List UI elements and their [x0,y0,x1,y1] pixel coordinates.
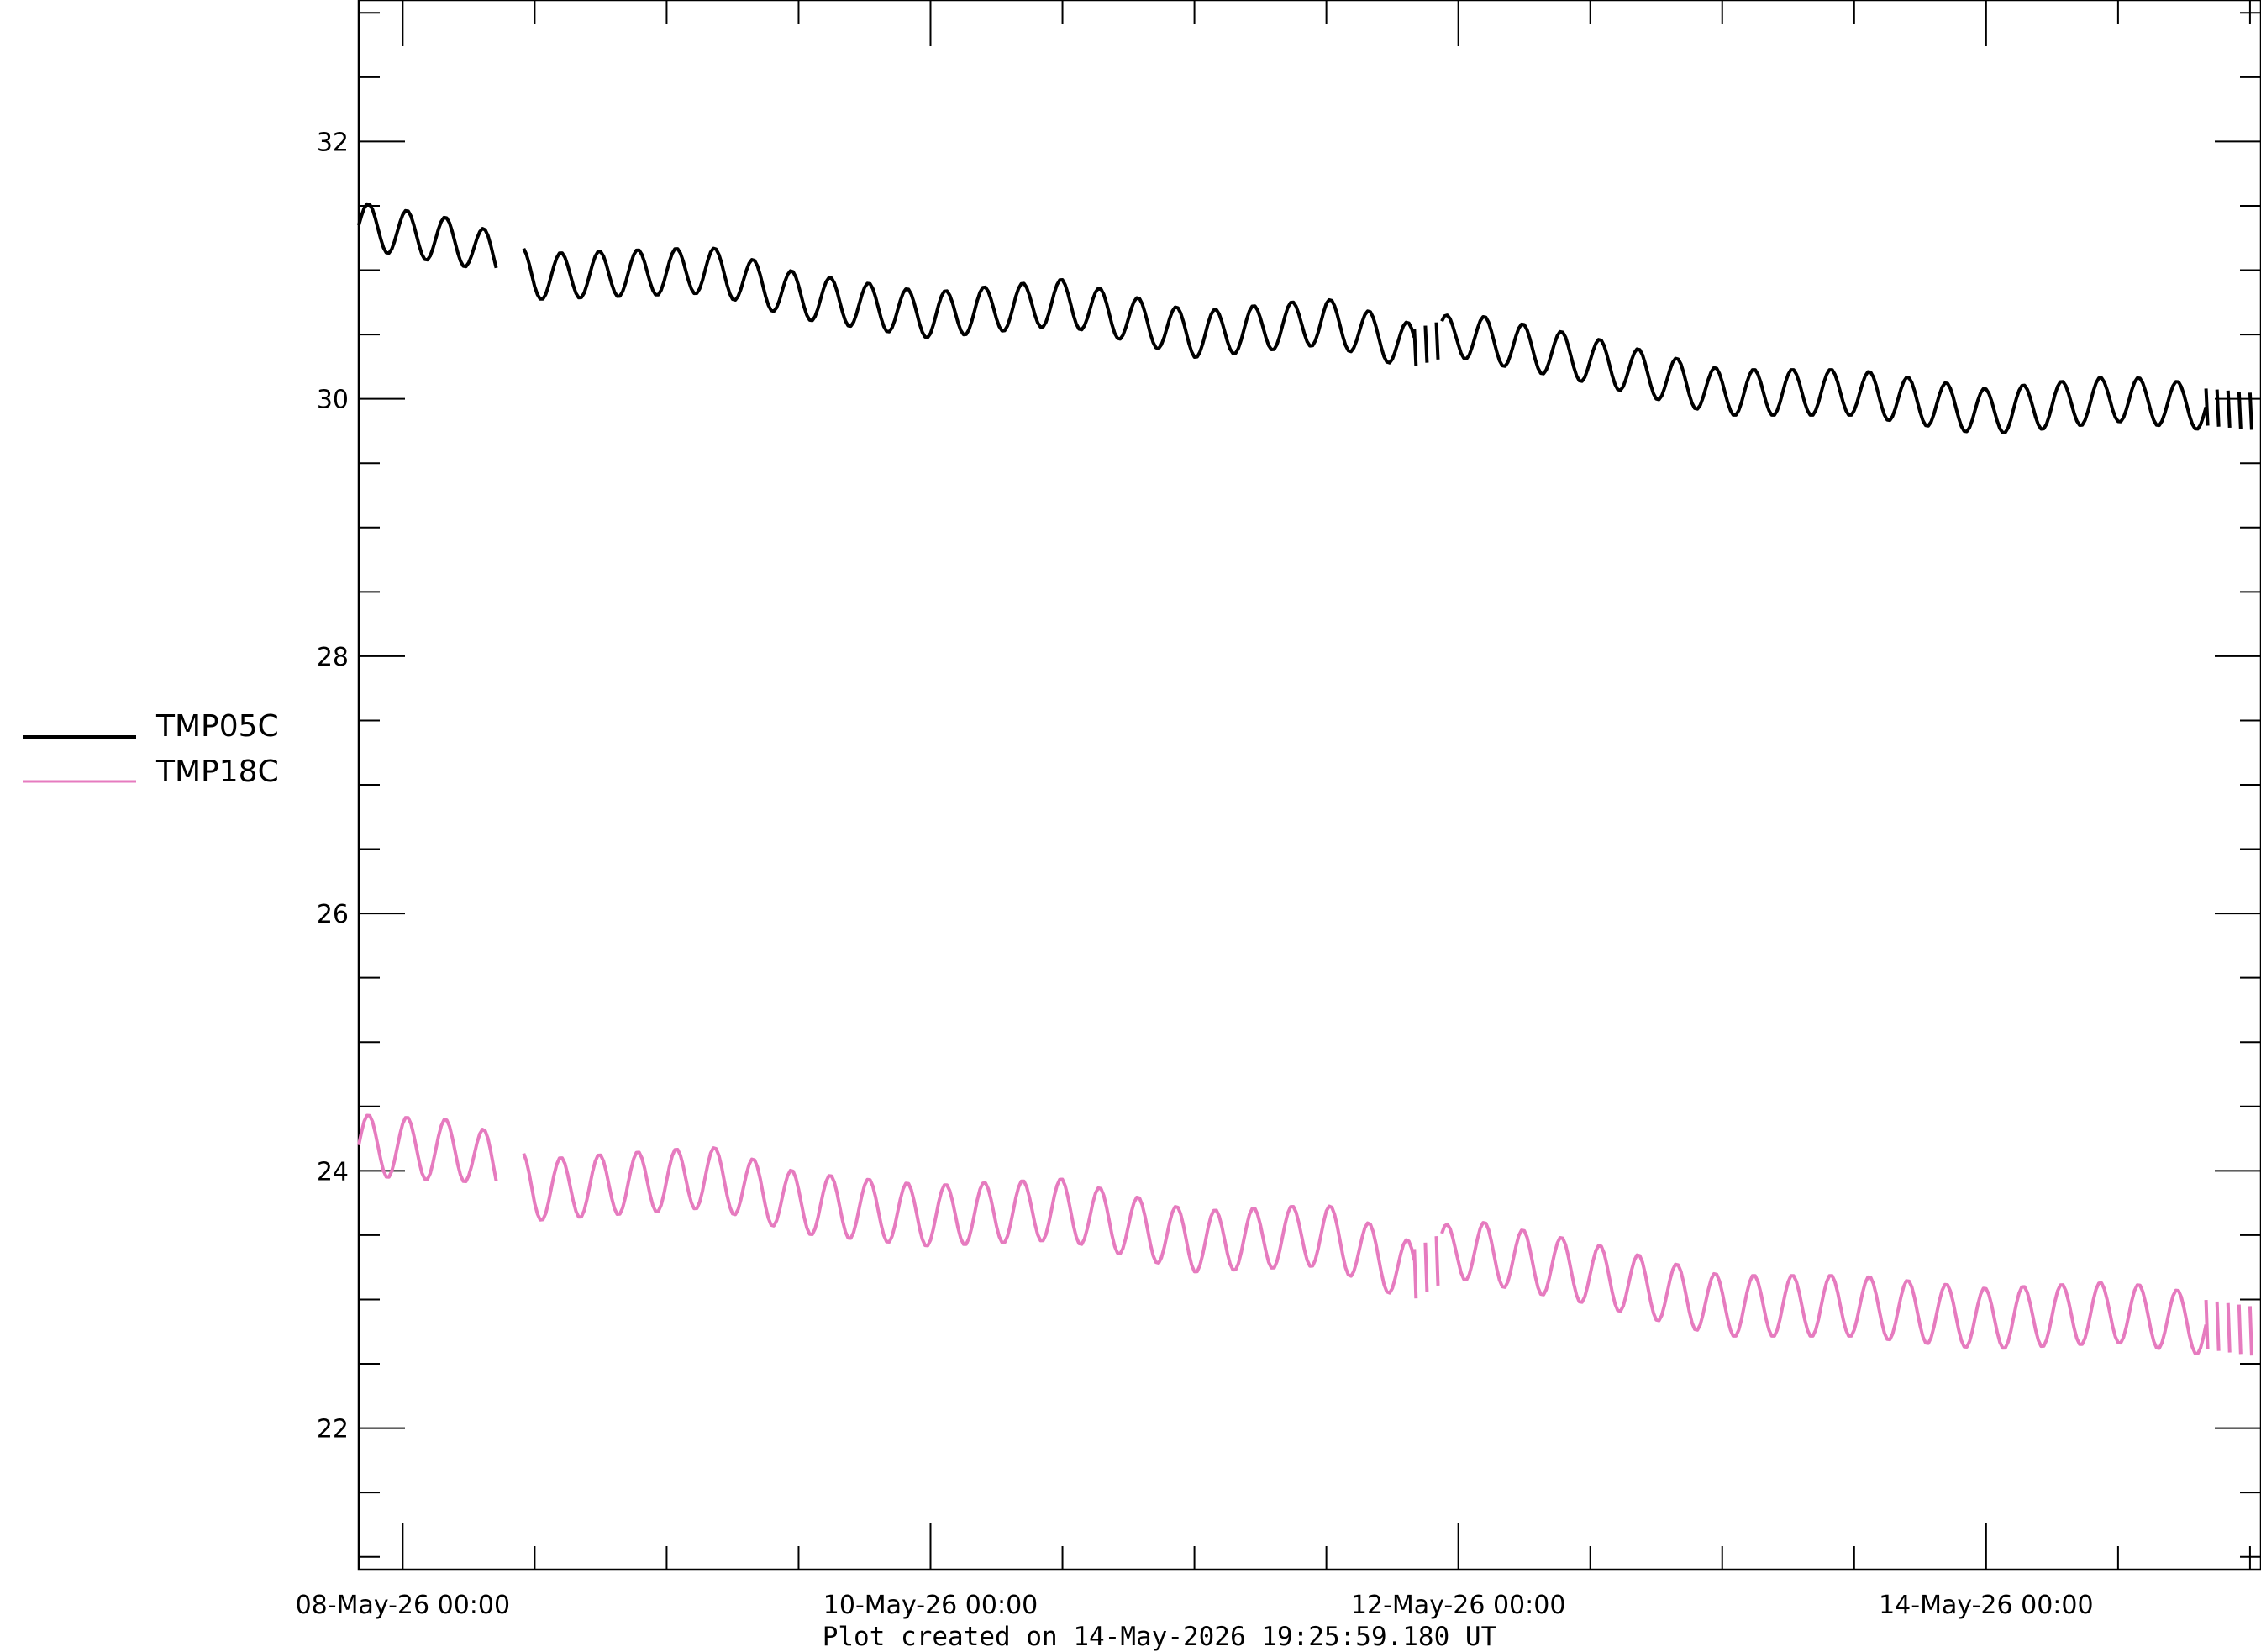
x-tick-label: 12-May-26 00:00 [1351,1591,1565,1620]
series-fragment [2215,389,2221,427]
series-fragment [2237,1304,2243,1355]
y-tick-label: 24 [317,1157,349,1186]
series-fragment [1423,325,1429,363]
series-line-segment [522,246,1417,365]
y-tick-label: 22 [317,1415,349,1444]
series-fragment [1412,329,1418,366]
minor-ticks [359,0,2261,1570]
series-fragment [2248,1306,2253,1356]
x-tick-label: 10-May-26 00:00 [823,1591,1038,1620]
y-tick-label: 30 [317,386,349,415]
legend-label-tmp18c: TMP18C [155,755,279,789]
series-fragment [2204,388,2210,426]
series-fragment [1434,1236,1440,1286]
series-tmp18c [357,1113,2253,1356]
series-fragment [2204,1300,2210,1349]
y-tick-label: 32 [317,128,349,157]
series-line-segment [1440,1221,2208,1355]
x-tick-label: 14-May-26 00:00 [1879,1591,2093,1620]
series-fragment [2226,1302,2232,1353]
legend: TMP05C TMP18C [23,709,279,789]
series-fragment [2248,392,2253,430]
legend-label-tmp05c: TMP05C [155,709,279,744]
series-fragment [2215,1301,2221,1351]
series-line-segment [357,1113,498,1183]
series-line-segment [1440,313,2208,434]
series-layer [357,202,2253,1356]
series-fragment [1423,1242,1429,1292]
series-tmp05c [357,202,2253,434]
y-tick-label: 28 [317,643,349,672]
y-axis-ticks: 22 24 26 28 30 32 [317,128,2261,1444]
x-tick-label: 08-May-26 00:00 [296,1591,510,1620]
series-line-segment [357,202,498,269]
y-tick-label: 26 [317,900,349,929]
plot-area [357,0,2261,1571]
series-fragment [1434,322,1440,360]
plot-created-footer: Plot created on 14-May-2026 19:25:59.180… [823,1622,1497,1652]
x-axis-ticks: 08-May-26 00:00 10-May-26 00:00 12-May-26 … [296,0,2094,1620]
series-fragment [1412,1249,1418,1299]
series-fragment [2226,390,2232,429]
series-line-segment [522,1146,1417,1295]
series-fragment [2237,391,2243,429]
